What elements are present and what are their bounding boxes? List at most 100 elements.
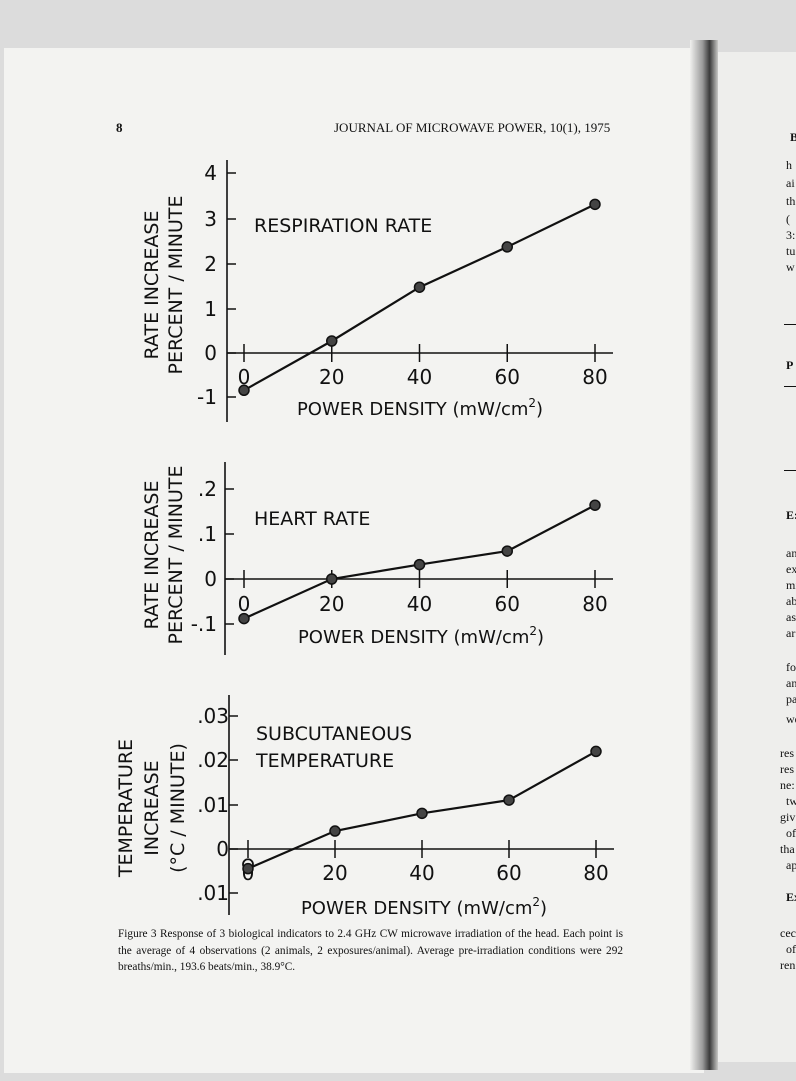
chart-3: .010.01.02.03020406080POWER DENSITY (mW/… (115, 695, 614, 919)
y-tick-label: .02 (197, 748, 229, 772)
facing-page-fragment: P (786, 358, 794, 372)
data-point (326, 335, 338, 347)
x-axis-title: POWER DENSITY (mW/cm2) (301, 895, 547, 919)
facing-page-fragment: ( (786, 212, 790, 226)
data-point (589, 499, 601, 511)
x-tick-label: 40 (407, 365, 432, 389)
y-tick-label: 2 (204, 252, 217, 276)
y-axis-title: (°C / MINUTE) (167, 743, 189, 873)
y-tick-label: 1 (204, 297, 217, 321)
y-axis-title: RATE INCREASE (141, 211, 163, 360)
x-tick-label: 60 (495, 592, 520, 616)
data-point (242, 862, 254, 875)
facing-page-fragment: cec (780, 926, 796, 940)
facing-page-fragment: of (786, 942, 796, 956)
page-gutter-shadow (690, 40, 718, 1070)
data-point (416, 807, 428, 820)
facing-page (712, 52, 796, 1062)
x-tick-label: 20 (322, 861, 347, 885)
journal-header: JOURNAL OF MICROWAVE POWER, 10(1), 1975 (334, 120, 611, 135)
y-tick-label: 0 (216, 837, 229, 861)
data-point (238, 384, 250, 397)
chart-annotation: TEMPERATURE (255, 750, 394, 772)
facing-page-fragment: ai (786, 176, 795, 190)
y-tick-label: 0 (204, 567, 217, 591)
y-tick-label: -1 (197, 385, 217, 409)
y-tick-label: .1 (198, 522, 217, 546)
facing-page-rule (784, 470, 796, 471)
x-tick-label: 80 (582, 592, 607, 616)
facing-page-fragment: as (786, 610, 796, 624)
x-tick-label: 60 (496, 861, 521, 885)
facing-page-fragment: res (780, 762, 794, 776)
data-point (329, 825, 341, 837)
chart-annotation: RESPIRATION RATE (254, 215, 432, 237)
facing-page-rule (784, 324, 796, 325)
facing-page-fragment: tu (786, 244, 796, 258)
facing-page-fragment: ab (786, 594, 796, 608)
y-tick-label: .03 (197, 704, 229, 728)
facing-page-fragment: ex (786, 562, 796, 576)
chart-annotation: HEART RATE (254, 508, 370, 530)
y-tick-label: .01 (197, 793, 229, 817)
chart-2: -.1 0 .1 .2 0 20 40 60 80 POWER DENSITY (mW/cm2) H… (141, 462, 613, 655)
facing-page-fragment: Ex (786, 890, 796, 904)
x-tick-label: 80 (583, 861, 608, 885)
facing-page-fragment: res (780, 746, 794, 760)
facing-page-fragment: an (786, 546, 796, 560)
facing-page-fragment: th (786, 194, 796, 208)
figure-caption: Figure 3 Response of 3 biological indica… (118, 928, 623, 973)
facing-page-fragment: ren (780, 958, 796, 972)
facing-page-fragment: w (786, 260, 795, 274)
data-point (501, 545, 513, 557)
x-tick-label: 60 (495, 365, 520, 389)
y-tick-label: 4 (204, 161, 217, 185)
facing-page-fragment: pa (786, 692, 796, 706)
y-axis-title: INCREASE (141, 760, 163, 855)
y-tick-label: .2 (198, 477, 217, 501)
facing-page-fragment: of (786, 826, 796, 840)
y-axis-title: PERCENT / MINUTE (165, 465, 187, 644)
data-point (238, 612, 250, 625)
facing-page-fragment: E: (786, 508, 796, 522)
data-point (590, 745, 602, 758)
facing-page-fragment: ar (786, 626, 796, 640)
x-axis-title: POWER DENSITY (mW/cm2) (297, 396, 543, 420)
facing-page-fragment: we (786, 712, 796, 726)
facing-page-fragment: tw (786, 794, 796, 808)
facing-page-fragment: giv (780, 810, 796, 824)
x-tick-label: 0 (238, 592, 251, 616)
x-axis-title: POWER DENSITY (mW/cm2) (298, 624, 544, 648)
data-point (501, 241, 513, 253)
y-axis-title: TEMPERATURE (115, 739, 137, 878)
facing-page-fragment: mi (786, 578, 796, 592)
facing-page-fragment: h (786, 158, 792, 172)
data-point (503, 794, 515, 806)
y-tick-label: 3 (204, 207, 217, 231)
facing-page-fragment: an (786, 676, 796, 690)
x-tick-label: 20 (319, 365, 344, 389)
data-point (589, 198, 601, 211)
x-tick-label: 80 (582, 365, 607, 389)
data-point (413, 558, 426, 571)
facing-page-fragment: fo (786, 660, 796, 674)
chart-annotation: SUBCUTANEOUS (256, 723, 412, 745)
facing-page-fragment: 3: (786, 228, 796, 242)
page-number: 8 (116, 120, 123, 135)
y-tick-label: 0 (204, 341, 217, 365)
facing-page-fragment: ne: (780, 778, 795, 792)
x-tick-label: 40 (409, 861, 434, 885)
data-point (413, 281, 426, 293)
facing-page-fragment: ap (786, 858, 796, 872)
facing-page-fragment: B (790, 130, 796, 144)
x-tick-label: 20 (319, 592, 344, 616)
data-point (326, 573, 338, 585)
x-tick-label: 0 (238, 365, 251, 389)
facing-page-rule (784, 386, 796, 387)
y-tick-label: -.1 (191, 612, 217, 636)
journal-page (4, 48, 704, 1073)
y-axis-title: PERCENT / MINUTE (165, 195, 187, 374)
y-axis-title: RATE INCREASE (141, 481, 163, 630)
facing-page-fragment: tha (780, 842, 795, 856)
